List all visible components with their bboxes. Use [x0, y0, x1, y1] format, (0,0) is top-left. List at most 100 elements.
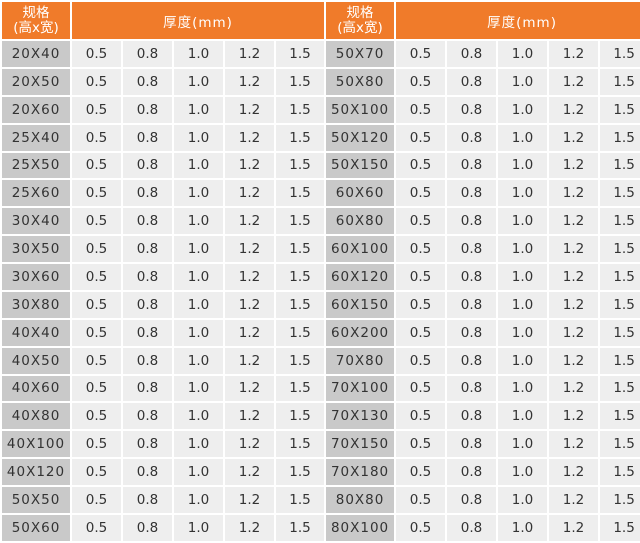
thickness-value-cell: 0.5 — [72, 291, 121, 318]
thickness-value-cell: 1.2 — [225, 403, 274, 430]
thickness-value-cell: 1.5 — [600, 291, 640, 318]
thickness-value-cell: 0.5 — [396, 180, 446, 207]
thickness-value-cell: 0.5 — [72, 68, 121, 95]
thickness-value-cell: 0.8 — [123, 514, 172, 541]
thickness-value-cell: 1.0 — [174, 208, 223, 235]
thickness-value-cell: 1.0 — [498, 264, 548, 290]
thickness-value-cell: 0.5 — [72, 347, 121, 374]
thickness-value-cell: 0.8 — [447, 208, 497, 235]
thickness-value-cell: 1.5 — [276, 68, 325, 95]
thickness-value-cell: 0.8 — [447, 403, 497, 430]
thickness-value-cell: 1.2 — [225, 375, 274, 402]
thickness-value-cell: 1.2 — [225, 487, 274, 513]
header-row: 规格 (高x宽) 厚度(mm) 规格 (高x宽) 厚度(mm) — [2, 2, 640, 39]
size-cell: 50X100 — [326, 96, 395, 123]
thickness-value-cell: 1.5 — [276, 208, 325, 235]
thickness-value-cell: 1.5 — [600, 68, 640, 95]
size-cell: 40X60 — [2, 375, 70, 402]
thickness-value-cell: 0.5 — [396, 41, 446, 67]
thickness-value-cell: 1.5 — [276, 96, 325, 123]
table-row: 25X60 0.5 0.8 1.0 1.2 1.5 60X60 0.5 0.8 1.0 1.2 1.5 — [2, 180, 640, 207]
size-cell: 60X100 — [326, 236, 395, 262]
thickness-value-cell: 0.8 — [447, 96, 497, 123]
thickness-value-cell: 1.2 — [225, 319, 274, 346]
table-row: 25X40 0.5 0.8 1.0 1.2 1.5 50X120 0.5 0.8 1.0 1.2 1.… — [2, 124, 640, 151]
thickness-value-cell: 1.5 — [600, 236, 640, 262]
thickness-value-cell: 1.5 — [276, 264, 325, 290]
thickness-value-cell: 1.2 — [549, 459, 599, 485]
thickness-value-cell: 0.5 — [396, 347, 446, 374]
size-cell: 60X60 — [326, 180, 395, 207]
thickness-value-cell: 1.0 — [174, 347, 223, 374]
thickness-value-cell: 0.5 — [72, 319, 121, 346]
thickness-value-cell: 0.5 — [396, 236, 446, 262]
spec-header-line2: (高x宽) — [337, 19, 383, 36]
thickness-header-right: 厚度(mm) — [396, 2, 640, 39]
thickness-value-cell: 1.5 — [600, 375, 640, 402]
thickness-value-cell: 1.2 — [225, 291, 274, 318]
thickness-value-cell: 1.5 — [276, 403, 325, 430]
thickness-value-cell: 0.8 — [447, 152, 497, 179]
thickness-value-cell: 1.2 — [225, 236, 274, 262]
size-cell: 70X80 — [326, 347, 395, 374]
thickness-value-cell: 0.8 — [447, 514, 497, 541]
spec-header-right: 规格 (高x宽) — [326, 2, 395, 39]
thickness-value-cell: 1.0 — [174, 291, 223, 318]
thickness-value-cell: 1.2 — [225, 347, 274, 374]
table-row: 25X50 0.5 0.8 1.0 1.2 1.5 50X150 0.5 0.8 1.0 1.2 1.… — [2, 152, 640, 179]
thickness-value-cell: 1.5 — [276, 180, 325, 207]
thickness-value-cell: 1.2 — [225, 431, 274, 458]
thickness-value-cell: 1.0 — [174, 124, 223, 151]
thickness-value-cell: 1.5 — [600, 487, 640, 513]
thickness-value-cell: 0.5 — [396, 68, 446, 95]
thickness-value-cell: 0.8 — [123, 487, 172, 513]
size-cell: 50X80 — [326, 68, 395, 95]
size-cell: 60X150 — [326, 291, 395, 318]
thickness-value-cell: 0.8 — [123, 124, 172, 151]
thickness-value-cell: 0.8 — [123, 459, 172, 485]
table-row: 40X40 0.5 0.8 1.0 1.2 1.5 60X200 0.5 0.8 1.0 1.2 1.… — [2, 319, 640, 346]
table-row: 20X60 0.5 0.8 1.0 1.2 1.5 50X100 0.5 0.8 1.0 1.2 1.… — [2, 96, 640, 123]
thickness-value-cell: 1.2 — [549, 236, 599, 262]
spec-table-body: 20X40 0.5 0.8 1.0 1.2 1.5 50X70 0.5 0.8 1.0 1.2 1.5… — [2, 41, 640, 541]
thickness-value-cell: 1.2 — [549, 68, 599, 95]
size-cell: 30X80 — [2, 291, 70, 318]
thickness-value-cell: 1.0 — [174, 403, 223, 430]
thickness-value-cell: 0.8 — [123, 236, 172, 262]
thickness-value-cell: 0.5 — [72, 459, 121, 485]
thickness-value-cell: 0.8 — [447, 375, 497, 402]
thickness-value-cell: 0.5 — [396, 375, 446, 402]
thickness-value-cell: 1.2 — [549, 319, 599, 346]
thickness-value-cell: 1.0 — [174, 41, 223, 67]
thickness-value-cell: 1.0 — [174, 68, 223, 95]
thickness-value-cell: 1.2 — [549, 264, 599, 290]
thickness-value-cell: 1.2 — [549, 291, 599, 318]
thickness-value-cell: 1.5 — [276, 41, 325, 67]
thickness-value-cell: 0.8 — [123, 68, 172, 95]
thickness-value-cell: 0.5 — [72, 96, 121, 123]
thickness-value-cell: 1.0 — [174, 180, 223, 207]
thickness-value-cell: 0.5 — [396, 96, 446, 123]
thickness-value-cell: 0.8 — [123, 264, 172, 290]
thickness-value-cell: 1.2 — [549, 208, 599, 235]
thickness-value-cell: 1.2 — [549, 124, 599, 151]
thickness-value-cell: 1.5 — [600, 208, 640, 235]
size-cell: 20X50 — [2, 68, 70, 95]
table-row: 40X100 0.5 0.8 1.0 1.2 1.5 70X150 0.5 0.8 1.0 1.2 1… — [2, 431, 640, 458]
thickness-value-cell: 0.5 — [72, 375, 121, 402]
table-row: 20X40 0.5 0.8 1.0 1.2 1.5 50X70 0.5 0.8 1.0 1.2 1.5 — [2, 41, 640, 67]
thickness-value-cell: 0.8 — [447, 124, 497, 151]
thickness-value-cell: 1.2 — [225, 124, 274, 151]
thickness-value-cell: 1.2 — [549, 152, 599, 179]
thickness-value-cell: 1.2 — [225, 264, 274, 290]
thickness-value-cell: 1.5 — [276, 152, 325, 179]
thickness-value-cell: 1.2 — [549, 180, 599, 207]
size-cell: 40X120 — [2, 459, 70, 485]
thickness-value-cell: 0.8 — [123, 208, 172, 235]
thickness-value-cell: 1.0 — [498, 236, 548, 262]
table-row: 30X80 0.5 0.8 1.0 1.2 1.5 60X150 0.5 0.8 1.0 1.2 1.… — [2, 291, 640, 318]
thickness-value-cell: 1.5 — [276, 291, 325, 318]
thickness-value-cell: 1.2 — [225, 152, 274, 179]
thickness-header-left: 厚度(mm) — [72, 2, 325, 39]
size-cell: 40X40 — [2, 319, 70, 346]
